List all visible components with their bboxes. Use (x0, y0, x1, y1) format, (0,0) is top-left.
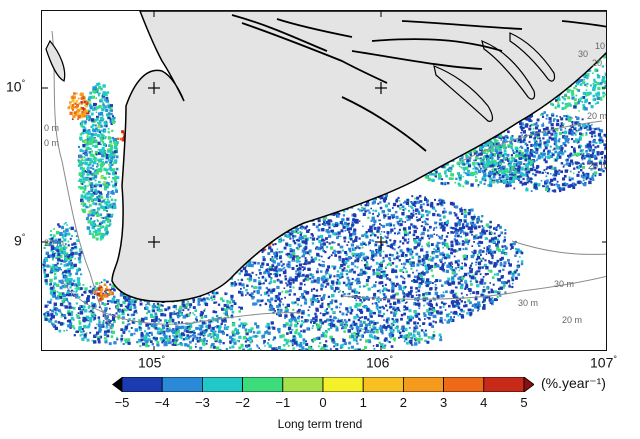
colorbar-tick-label: 4 (480, 395, 488, 410)
isobath-east-30m (461, 120, 603, 162)
latitude-label-9: 9° (14, 232, 26, 249)
colorbar-tick-label: −3 (194, 395, 210, 410)
colorbar-bins (121, 377, 525, 392)
isobath-label: 0 m (44, 123, 59, 133)
river-channels (231, 14, 606, 152)
colorbar-bin (443, 377, 485, 392)
colorbar-bin (242, 377, 284, 392)
map-canvas: 10 20 30 0 m 0 m 20 m 20 m 30 m 30 m 20 … (42, 11, 607, 350)
isobath-label: 20 m (44, 238, 64, 248)
colorbar-max-arrow (523, 377, 534, 392)
river-5 (351, 50, 483, 70)
isobath-label: 30 (578, 49, 588, 59)
colorbar (112, 377, 534, 392)
island-north-3 (509, 32, 556, 82)
river-6 (401, 20, 523, 30)
river-4 (371, 38, 503, 52)
colorbar-tick-label: −5 (114, 395, 130, 410)
isobath-label: 20 m (587, 111, 607, 121)
isobath-label: 10 (595, 41, 605, 51)
trend-pixels (42, 31, 606, 350)
isobath-east-20m (511, 240, 606, 255)
colorbar-units: (%.year⁻¹) (541, 375, 606, 391)
river-7 (561, 20, 606, 28)
colorbar-tick-label: −4 (154, 395, 170, 410)
colorbar-bin (483, 377, 525, 392)
river-1 (231, 14, 328, 52)
longitude-label-106: 106° (366, 354, 393, 371)
latitude-label-10: 10° (6, 78, 26, 95)
colorbar-tick-label: 5 (520, 395, 528, 410)
colorbar-tick-label: 0 (319, 395, 327, 410)
mekong-delta-land (111, 11, 606, 303)
isobath-label: 30 m (518, 298, 538, 308)
isobath-label: 20 m (588, 161, 607, 171)
land-areas (45, 11, 606, 303)
longitude-label-107: 107° (590, 354, 617, 371)
island-north-1 (433, 65, 494, 122)
island-west (45, 39, 66, 82)
longitude-label-105: 105° (138, 354, 165, 371)
colorbar-bin (402, 377, 444, 392)
isobath-label: 30 m (554, 279, 574, 289)
colorbar-bin (322, 377, 364, 392)
river-2 (241, 22, 388, 84)
grid-crosses (148, 82, 387, 248)
isobath-label: 20 (592, 58, 602, 68)
frame-ticks (42, 11, 606, 350)
isobath-south-30m (341, 275, 606, 300)
colorbar-tick-label: 3 (439, 395, 448, 410)
river-3 (341, 96, 427, 152)
isobath-label: 20 m (562, 315, 582, 325)
river-8 (276, 18, 353, 38)
isobath-west (51, 30, 113, 330)
colorbar-bin (121, 377, 163, 392)
colorbar-min-arrow (112, 377, 122, 392)
island-north-2 (481, 40, 536, 100)
colorbar-tick-label: −2 (235, 395, 251, 410)
colorbar-bin (161, 377, 203, 392)
isobath-labels: 10 20 30 0 m 0 m 20 m 20 m 30 m 30 m 20 … (44, 41, 607, 325)
colorbar-tick-label: 1 (359, 395, 367, 410)
colorbar-bin (362, 377, 404, 392)
colorbar-tick-label: −1 (275, 395, 291, 410)
isobath-label: 0 m (44, 138, 59, 148)
isobath-southwest (61, 280, 303, 325)
colorbar-tick-label: 2 (399, 395, 408, 410)
isobath-lines (51, 30, 606, 330)
colorbar-bin (202, 377, 244, 392)
colorbar-bin (282, 377, 324, 392)
trend-map: 10 20 30 0 m 0 m 20 m 20 m 30 m 30 m 20 … (41, 10, 607, 351)
colorbar-title: Long term trend (277, 417, 363, 431)
